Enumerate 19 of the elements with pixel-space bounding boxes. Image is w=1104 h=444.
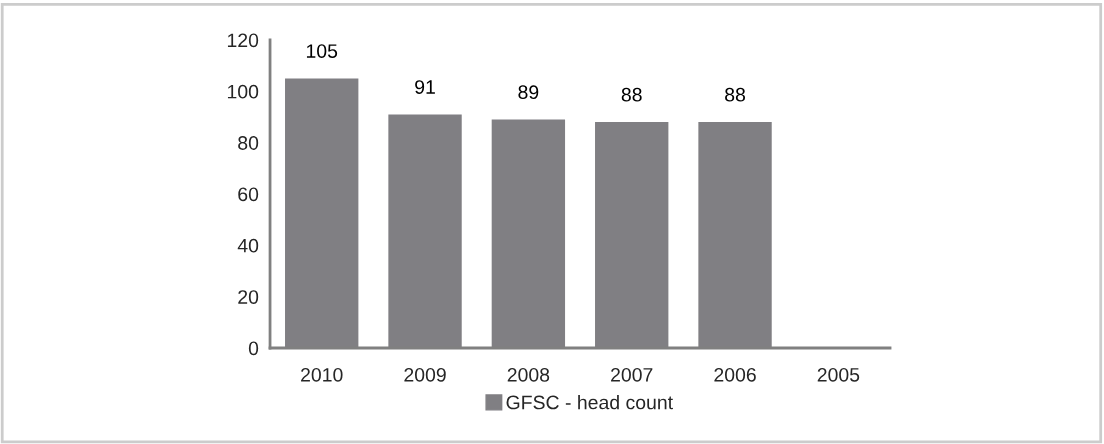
- y-tick-label: 100: [227, 84, 259, 99]
- x-tick-label: 2010: [301, 367, 343, 382]
- data-label: 88: [621, 87, 642, 102]
- y-tick-label: 80: [238, 136, 259, 150]
- y-tick-label: 120: [227, 33, 259, 48]
- x-tick-label: 2008: [507, 367, 550, 382]
- y-tick-label: 0: [248, 341, 259, 356]
- y-tick-label: 60: [238, 187, 259, 202]
- x-tick-label: 2005: [817, 367, 860, 382]
- y-tick-label: 40: [237, 238, 259, 253]
- data-label: 88: [725, 87, 746, 102]
- legend-label: GFSC - head count: [506, 395, 673, 410]
- x-tick-label: 2006: [714, 367, 756, 382]
- x-tick-label: 2009: [404, 367, 446, 382]
- data-label: 91: [415, 80, 435, 94]
- x-tick-label: 2007: [611, 367, 653, 382]
- data-label: 89: [518, 85, 539, 100]
- y-tick-label: 20: [238, 290, 259, 304]
- data-label: 105: [306, 44, 338, 58]
